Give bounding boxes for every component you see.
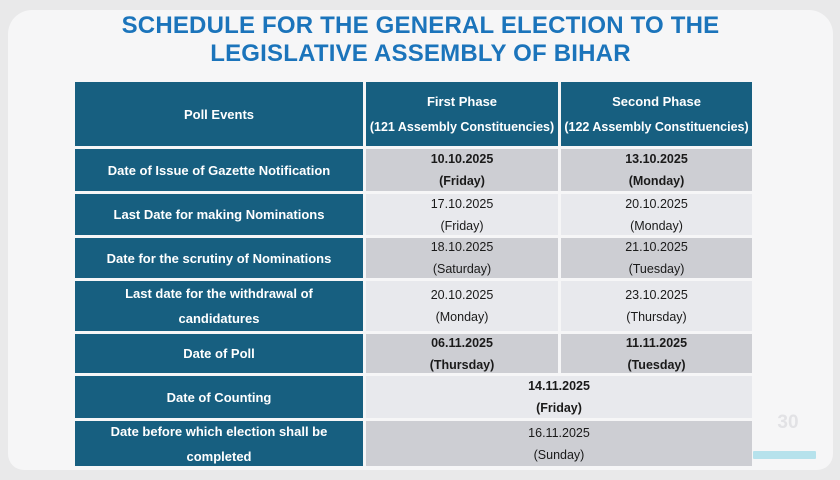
page-title-line2: LEGISLATIVE ASSEMBLY OF BIHAR: [210, 40, 631, 67]
day-value: (Monday): [435, 310, 489, 324]
header-label: Poll Events: [183, 106, 255, 122]
event-cell: Date of Poll: [75, 334, 363, 373]
event-cell: Date of Counting: [75, 376, 363, 418]
date-value: 16.11.2025: [528, 425, 590, 440]
day-value: (Friday): [439, 174, 485, 188]
date-cell: 13.10.2025 (Monday): [561, 149, 752, 191]
date-value: 14.11.2025: [528, 379, 590, 393]
date-value: 21.10.2025: [625, 240, 688, 254]
date-cell: 23.10.2025 (Thursday): [561, 281, 752, 331]
date-value: 10.10.2025: [430, 152, 494, 166]
date-value: 13.10.2025: [625, 152, 688, 166]
date-value: 11.11.2025: [625, 335, 688, 350]
day-value: (Sunday): [533, 447, 585, 462]
day-value: (Monday): [630, 218, 683, 233]
event-cell: Last date for the withdrawal of candidat…: [75, 281, 363, 331]
header-second-phase: Second Phase (122 Assembly Constituencie…: [561, 82, 752, 146]
date-cell: 11.11.2025 (Tuesday): [561, 334, 752, 373]
date-cell-merged: 14.11.2025 (Friday): [366, 376, 752, 418]
day-value: (Thursday): [429, 357, 495, 372]
date-cell: 20.10.2025 (Monday): [366, 281, 558, 331]
date-cell: 17.10.2025 (Friday): [366, 194, 558, 235]
event-cell: Date of Issue of Gazette Notification: [75, 149, 363, 191]
date-cell: 06.11.2025 (Thursday): [366, 334, 558, 373]
date-cell: 20.10.2025 (Monday): [561, 194, 752, 235]
date-value: 17.10.2025: [430, 196, 494, 211]
header-sublabel: (121 Assembly Constituencies): [369, 120, 555, 134]
date-value: 23.10.2025: [625, 288, 688, 302]
date-value: 20.10.2025: [430, 288, 494, 302]
day-value: (Tuesday): [627, 357, 686, 372]
schedule-table: Poll Events First Phase (121 Assembly Co…: [75, 82, 752, 466]
header-label: Second Phase: [612, 94, 701, 109]
date-value: 18.10.2025: [430, 240, 494, 254]
event-cell: Date before which election shall be comp…: [75, 421, 363, 466]
date-value: 06.11.2025: [431, 335, 493, 350]
day-value: (Thursday): [626, 310, 687, 324]
day-value: (Monday): [628, 174, 685, 188]
date-cell: 10.10.2025 (Friday): [366, 149, 558, 191]
header-label: First Phase: [426, 94, 498, 109]
day-value: (Friday): [440, 218, 484, 233]
day-value: (Saturday): [432, 262, 492, 276]
slide-page-number: 30: [777, 412, 799, 433]
date-cell-merged: 16.11.2025 (Sunday): [366, 421, 752, 466]
event-cell: Date for the scrutiny of Nominations: [75, 238, 363, 278]
day-value: (Friday): [536, 401, 582, 415]
header-first-phase: First Phase (121 Assembly Constituencies…: [366, 82, 558, 146]
header-poll-events: Poll Events: [75, 82, 363, 146]
page-title-line1: SCHEDULE FOR THE GENERAL ELECTION TO THE: [121, 12, 720, 39]
day-value: (Tuesday): [628, 262, 685, 276]
event-cell: Last Date for making Nominations: [75, 194, 363, 235]
presentation-slide: SCHEDULE FOR THE GENERAL ELECTION TO THE…: [8, 10, 833, 470]
date-cell: 21.10.2025 (Tuesday): [561, 238, 752, 278]
date-cell: 18.10.2025 (Saturday): [366, 238, 558, 278]
header-sublabel: (122 Assembly Constituencies): [564, 120, 749, 134]
page-title: SCHEDULE FOR THE GENERAL ELECTION TO THE…: [8, 12, 833, 68]
cyan-accent-bar: [753, 451, 816, 459]
date-value: 20.10.2025: [625, 196, 688, 211]
